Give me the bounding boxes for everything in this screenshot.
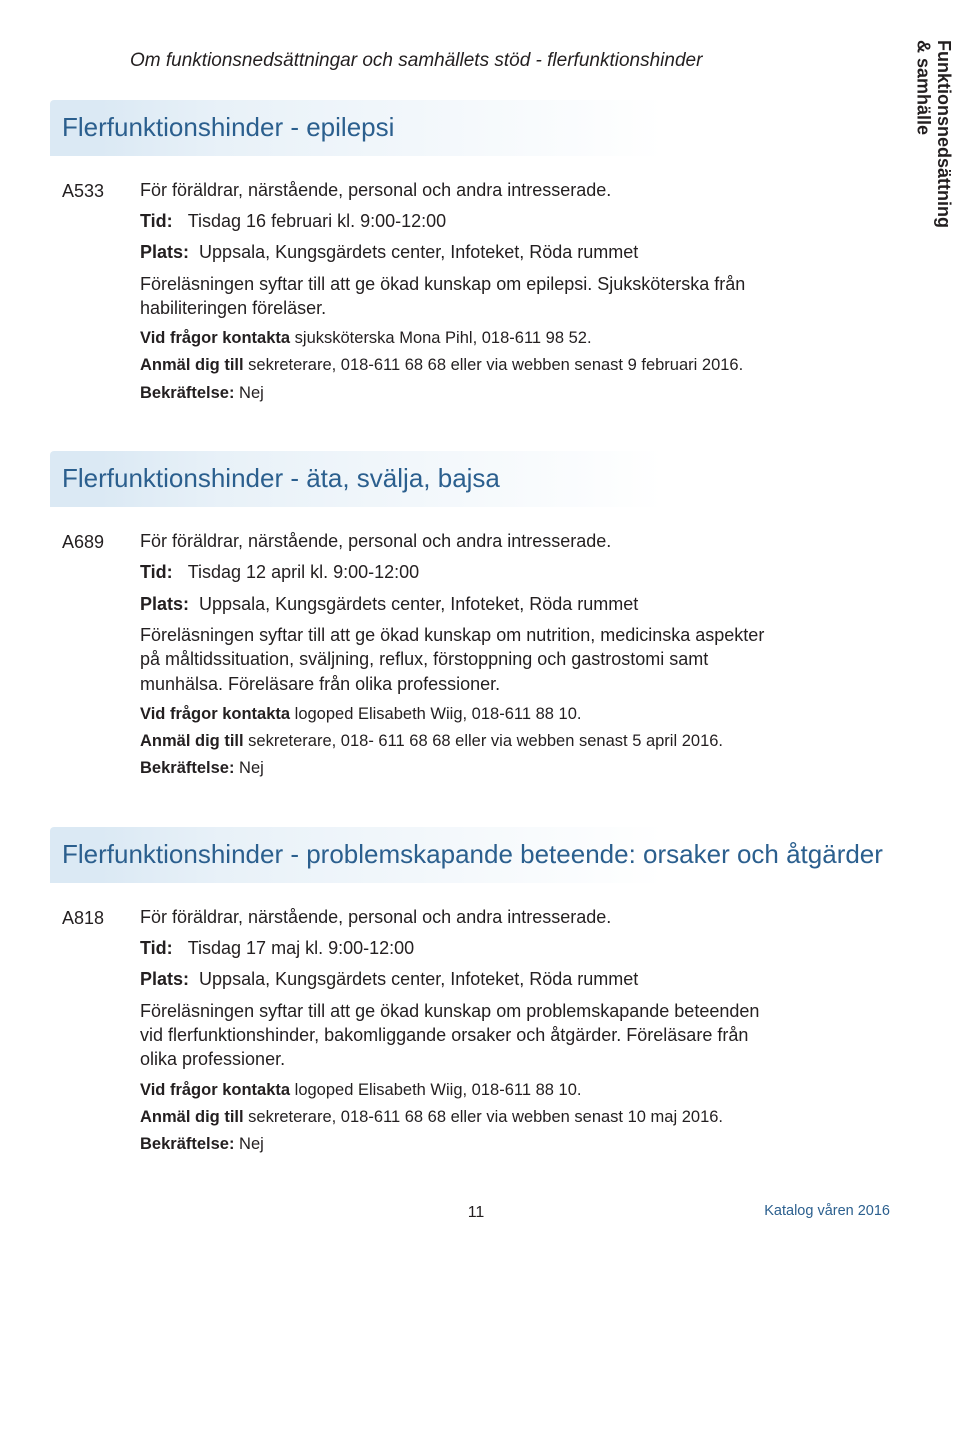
side-tab-line2: & samhälle	[913, 40, 933, 135]
course-code: A533	[62, 178, 140, 409]
side-tab-line1: Funktionsnedsättning	[934, 40, 954, 228]
place-label: Plats:	[140, 969, 189, 989]
intro-text: För föräldrar, närstående, personal och …	[140, 178, 780, 202]
register-prefix: Anmäl dig till	[140, 356, 244, 374]
contact-line: Vid frågor kontakta logoped Elisabeth Wi…	[140, 1079, 780, 1101]
section-title: Flerfunktionshinder - problemskapande be…	[50, 827, 902, 883]
register-value: sekreterare, 018- 611 68 68 eller via we…	[244, 732, 723, 750]
section: Flerfunktionshinder - problemskapande be…	[62, 827, 890, 1161]
page: Om funktionsnedsättningar och samhällets…	[0, 0, 960, 1284]
contact-prefix: Vid frågor kontakta	[140, 705, 290, 723]
place-line: Plats: Uppsala, Kungsgärdets center, Inf…	[140, 240, 780, 264]
intro-text: För föräldrar, närstående, personal och …	[140, 529, 780, 553]
entry-body: För föräldrar, närstående, personal och …	[140, 529, 780, 785]
confirm-value: Nej	[234, 384, 263, 402]
contact-value: logoped Elisabeth Wiig, 018-611 88 10.	[290, 1081, 581, 1099]
section-title: Flerfunktionshinder - epilepsi	[50, 100, 902, 156]
description-text: Föreläsningen syftar till att ge ökad ku…	[140, 623, 780, 696]
place-value: Uppsala, Kungsgärdets center, Infoteket,…	[199, 594, 638, 614]
description-text: Föreläsningen syftar till att ge ökad ku…	[140, 999, 780, 1072]
place-label: Plats:	[140, 594, 189, 614]
section: Flerfunktionshinder - epilepsi A533 För …	[62, 100, 890, 409]
contact-line: Vid frågor kontakta logoped Elisabeth Wi…	[140, 703, 780, 725]
section-title: Flerfunktionshinder - äta, svälja, bajsa	[50, 451, 902, 507]
place-label: Plats:	[140, 242, 189, 262]
time-line: Tid: Tisdag 17 maj kl. 9:00-12:00	[140, 936, 780, 960]
confirm-value: Nej	[234, 759, 263, 777]
confirm-line: Bekräftelse: Nej	[140, 382, 780, 404]
category-header: Om funktionsnedsättningar och samhällets…	[130, 48, 890, 74]
confirm-prefix: Bekräftelse:	[140, 1135, 234, 1153]
confirm-line: Bekräftelse: Nej	[140, 757, 780, 779]
register-line: Anmäl dig till sekreterare, 018- 611 68 …	[140, 730, 780, 752]
time-label: Tid:	[140, 938, 173, 958]
contact-block: Vid frågor kontakta logoped Elisabeth Wi…	[140, 1079, 780, 1156]
section: Flerfunktionshinder - äta, svälja, bajsa…	[62, 451, 890, 785]
contact-block: Vid frågor kontakta logoped Elisabeth Wi…	[140, 703, 780, 780]
contact-value: logoped Elisabeth Wiig, 018-611 88 10.	[290, 705, 581, 723]
register-line: Anmäl dig till sekreterare, 018-611 68 6…	[140, 354, 780, 376]
register-value: sekreterare, 018-611 68 68 eller via web…	[244, 1108, 723, 1126]
register-line: Anmäl dig till sekreterare, 018-611 68 6…	[140, 1106, 780, 1128]
register-prefix: Anmäl dig till	[140, 732, 244, 750]
place-value: Uppsala, Kungsgärdets center, Infoteket,…	[199, 242, 638, 262]
entry-body: För föräldrar, närstående, personal och …	[140, 178, 780, 409]
confirm-prefix: Bekräftelse:	[140, 384, 234, 402]
entry: A533 För föräldrar, närstående, personal…	[62, 178, 890, 409]
course-code: A818	[62, 905, 140, 1161]
footer-catalog: Katalog våren 2016	[764, 1202, 890, 1222]
register-value: sekreterare, 018-611 68 68 eller via web…	[244, 356, 744, 374]
confirm-value: Nej	[234, 1135, 263, 1153]
register-prefix: Anmäl dig till	[140, 1108, 244, 1126]
place-line: Plats: Uppsala, Kungsgärdets center, Inf…	[140, 967, 780, 991]
contact-prefix: Vid frågor kontakta	[140, 1081, 290, 1099]
confirm-line: Bekräftelse: Nej	[140, 1133, 780, 1155]
time-value: Tisdag 17 maj kl. 9:00-12:00	[188, 938, 414, 958]
contact-line: Vid frågor kontakta sjuksköterska Mona P…	[140, 327, 780, 349]
contact-value: sjuksköterska Mona Pihl, 018-611 98 52.	[290, 329, 591, 347]
time-label: Tid:	[140, 211, 173, 231]
time-line: Tid: Tisdag 12 april kl. 9:00-12:00	[140, 560, 780, 584]
side-tab: Funktionsnedsättning & samhälle	[913, 40, 954, 228]
time-line: Tid: Tisdag 16 februari kl. 9:00-12:00	[140, 209, 780, 233]
place-line: Plats: Uppsala, Kungsgärdets center, Inf…	[140, 592, 780, 616]
time-value: Tisdag 16 februari kl. 9:00-12:00	[188, 211, 447, 231]
time-value: Tisdag 12 april kl. 9:00-12:00	[188, 562, 419, 582]
time-label: Tid:	[140, 562, 173, 582]
entry: A818 För föräldrar, närstående, personal…	[62, 905, 890, 1161]
contact-prefix: Vid frågor kontakta	[140, 329, 290, 347]
place-value: Uppsala, Kungsgärdets center, Infoteket,…	[199, 969, 638, 989]
description-text: Föreläsningen syftar till att ge ökad ku…	[140, 272, 780, 321]
intro-text: För föräldrar, närstående, personal och …	[140, 905, 780, 929]
confirm-prefix: Bekräftelse:	[140, 759, 234, 777]
course-code: A689	[62, 529, 140, 785]
contact-block: Vid frågor kontakta sjuksköterska Mona P…	[140, 327, 780, 404]
entry-body: För föräldrar, närstående, personal och …	[140, 905, 780, 1161]
entry: A689 För föräldrar, närstående, personal…	[62, 529, 890, 785]
